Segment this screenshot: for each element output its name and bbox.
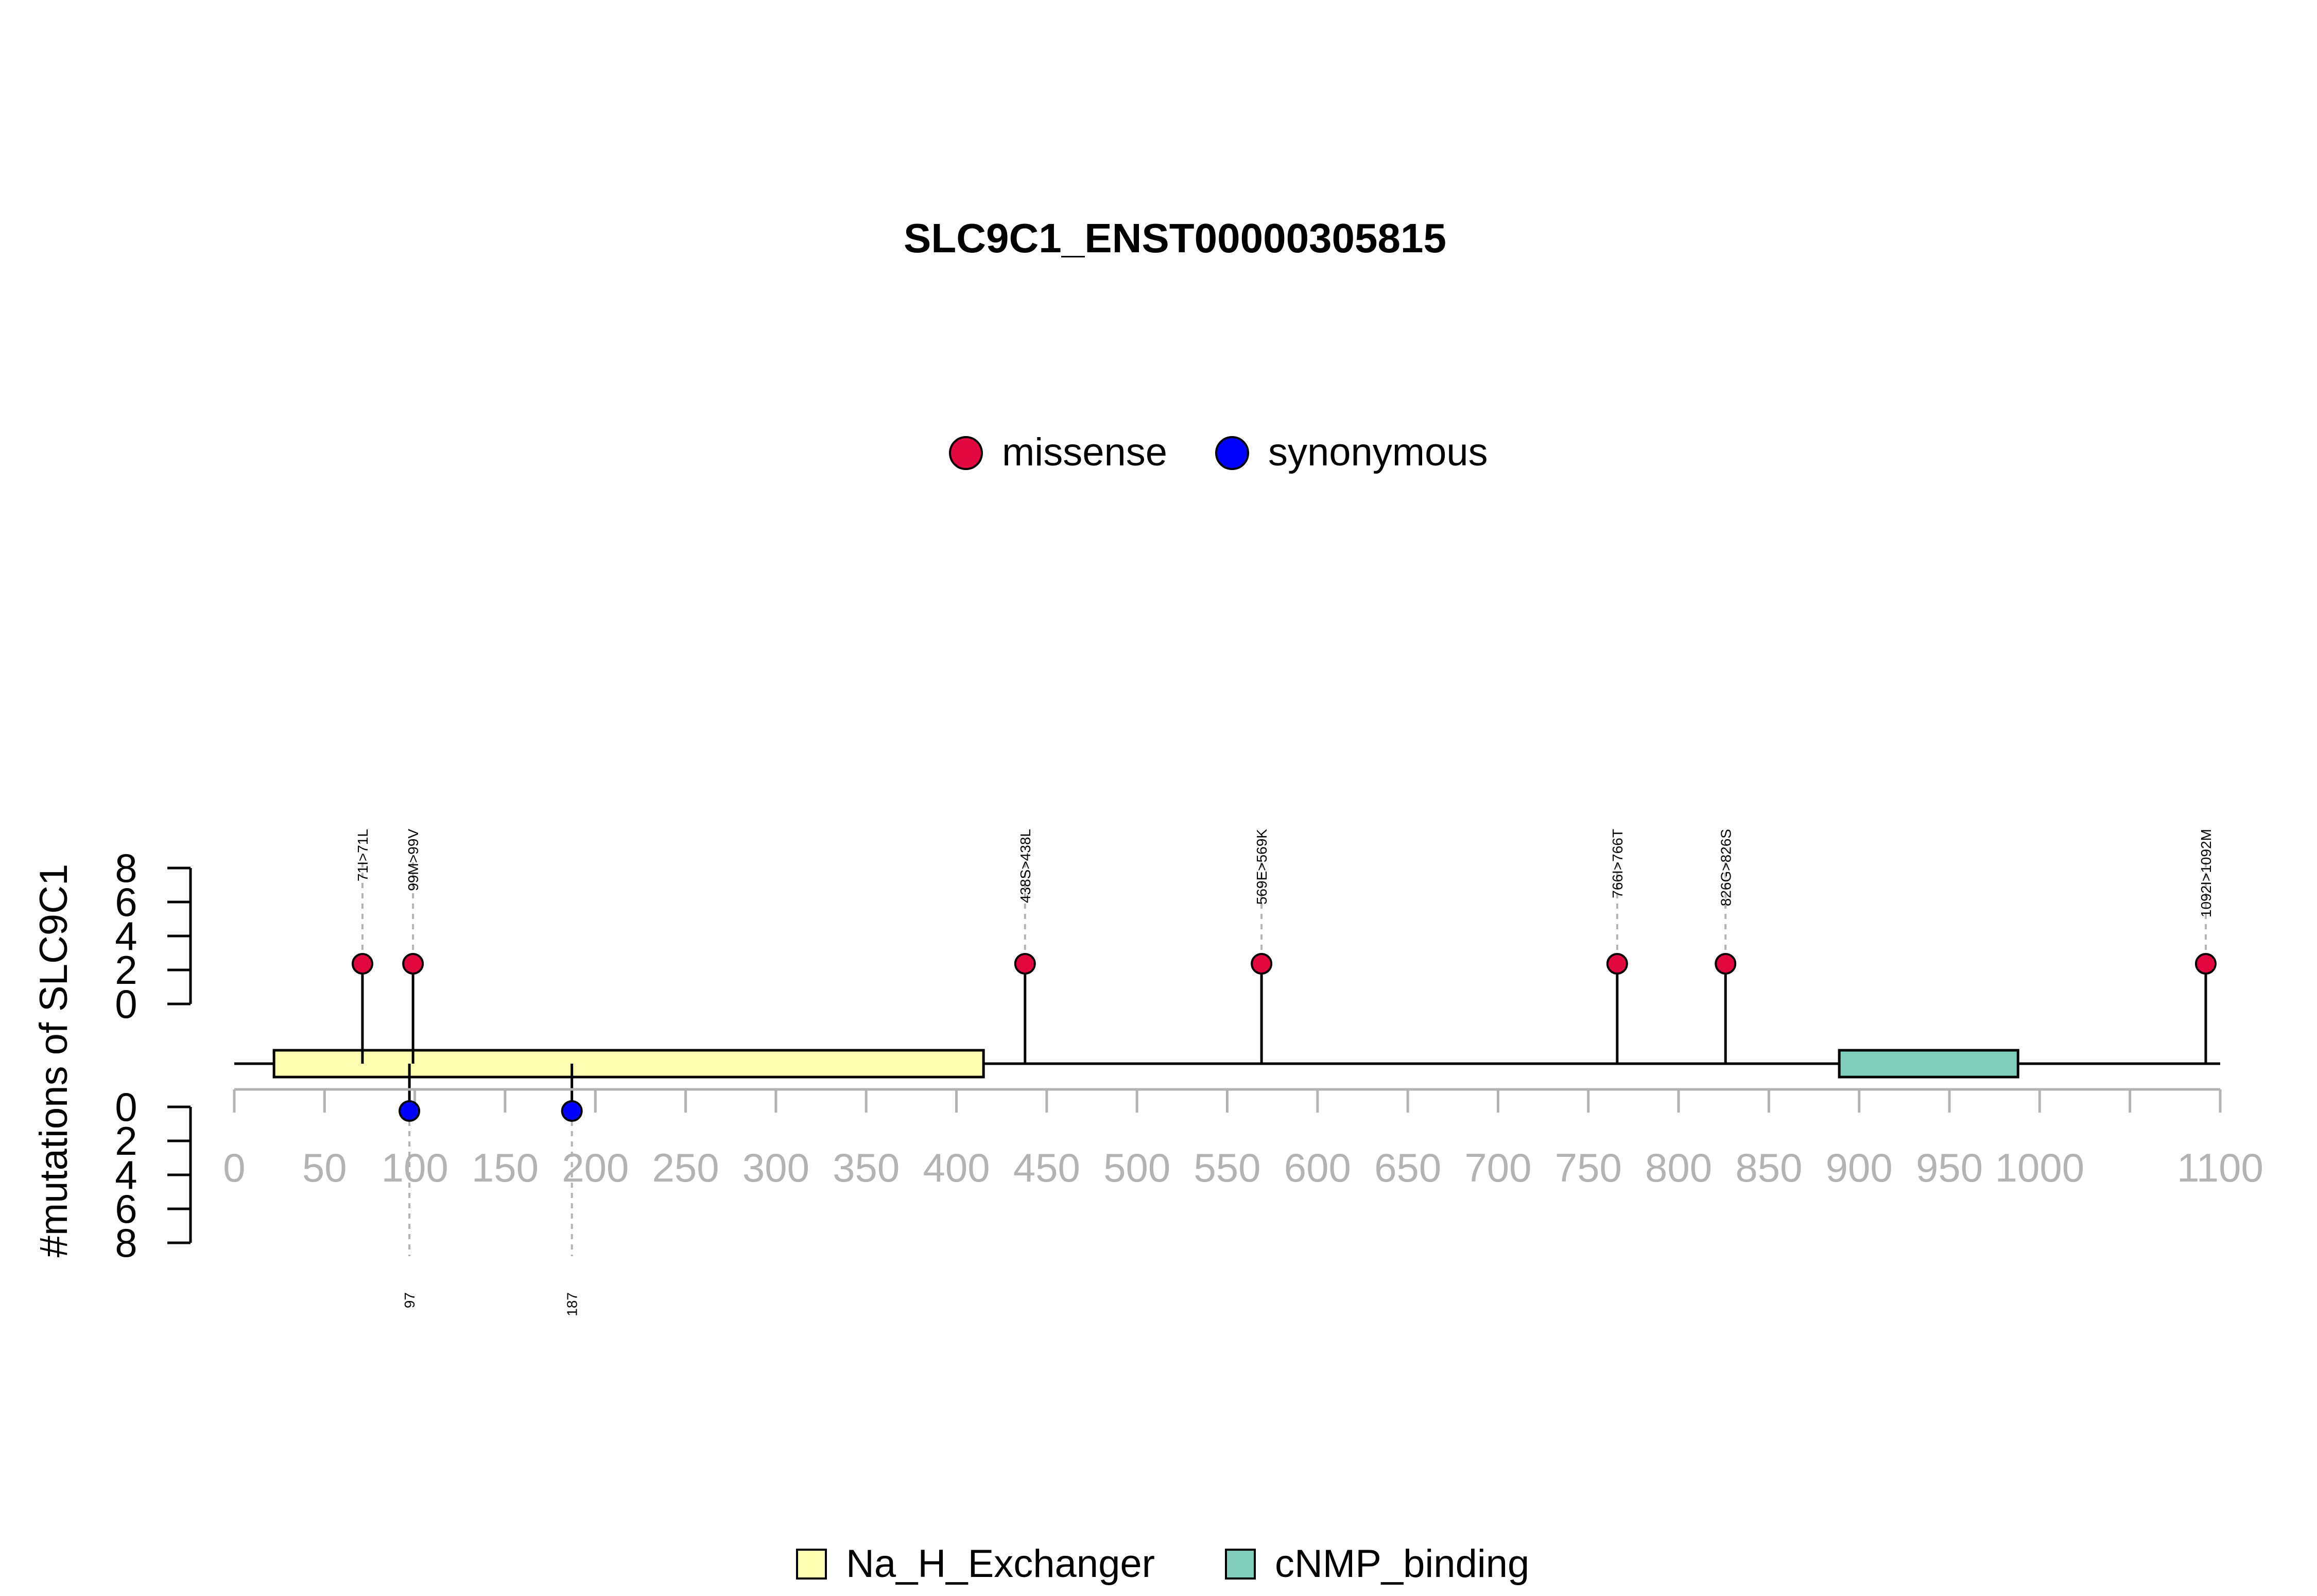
mutation-label-766: 766I>766T — [1610, 829, 1626, 898]
mutation-label-99: 99M>99V — [405, 829, 421, 891]
bottom-y-tick-label: 6 — [115, 1186, 137, 1231]
mutation-labels: 71I>71L 99M>99V 438S>438L 569E>569K 766I>766… — [355, 829, 2214, 1316]
x-tick-label: 400 — [923, 1145, 990, 1190]
mutation-label-97: 97 — [402, 1292, 418, 1308]
chart-title: SLC9C1_ENST00000305815 — [904, 215, 1446, 261]
mutation-label-826: 826G>826S — [1718, 829, 1734, 906]
y-axis-label: #mutations of SLC9C1 — [32, 864, 76, 1258]
mutation-point-766 — [1606, 953, 1628, 975]
mutation-point-99 — [402, 953, 424, 975]
top-y-tick-label: 8 — [115, 845, 137, 891]
top-y-tick-label: 6 — [115, 879, 137, 925]
mutation-point-569 — [1251, 953, 1273, 975]
bottom-y-tick-label: 0 — [115, 1084, 137, 1130]
cNMP_binding-legend-swatch — [1225, 1549, 1256, 1580]
bottom-y-tick-label: 4 — [115, 1152, 137, 1198]
mutation-label-1092: 1092I>1092M — [2198, 829, 2214, 917]
domain-boxes — [272, 1049, 2019, 1079]
mutation-point-71 — [351, 953, 373, 975]
domain-cNMP_binding — [1838, 1049, 2019, 1079]
top-y-tick-label: 2 — [115, 947, 137, 993]
missense-legend-marker — [949, 436, 983, 470]
x-tick-label: 200 — [562, 1145, 629, 1190]
x-tick-label: 150 — [472, 1145, 539, 1190]
x-tick-label: 750 — [1555, 1145, 1622, 1190]
mutation-label-71: 71I>71L — [355, 829, 371, 881]
x-tick-label: 500 — [1103, 1145, 1170, 1190]
x-tick-label: 850 — [1735, 1145, 1802, 1190]
x-tick-label: 350 — [833, 1145, 900, 1190]
bottom-y-tick-label: 2 — [115, 1118, 137, 1164]
x-tick-label: 250 — [652, 1145, 719, 1190]
x-tick-label: 100 — [382, 1145, 448, 1190]
x-tick-label: 600 — [1284, 1145, 1351, 1190]
x-tick-label: 1000 — [1995, 1145, 2085, 1190]
mutation-point-438 — [1014, 953, 1036, 975]
synonymous-legend-label: synonymous — [1268, 430, 1488, 474]
x-tick-label: 450 — [1013, 1145, 1080, 1190]
top-y-tick-label: 0 — [115, 981, 137, 1027]
missense-legend-label: missense — [1002, 430, 1167, 474]
mutation-point-97 — [399, 1100, 421, 1122]
mutation-label-187: 187 — [564, 1292, 580, 1316]
x-tick-label: 900 — [1826, 1145, 1893, 1190]
lollipop-stems — [361, 862, 2207, 1256]
x-tick-label: 800 — [1645, 1145, 1712, 1190]
top-y-tick-label: 4 — [115, 913, 137, 959]
synonymous-legend-marker — [1215, 436, 1249, 470]
mutation-type-legend: missense synonymous — [949, 430, 1488, 474]
x-axis: 0 50 100 150 200 250 300 350 400 450 500 550 600 650 7… — [223, 1088, 2263, 1190]
Na_H_Exchanger-legend-label: Na_H_Exchanger — [846, 1542, 1155, 1586]
x-tick-label: 950 — [1916, 1145, 1983, 1190]
bottom-y-tick-label: 8 — [115, 1220, 137, 1265]
mutation-point-826 — [1715, 953, 1737, 975]
Na_H_Exchanger-legend-swatch — [796, 1549, 827, 1580]
x-tick-label: 550 — [1194, 1145, 1260, 1190]
domain-Na_H_Exchanger — [272, 1049, 985, 1079]
mutation-point-187 — [561, 1100, 583, 1122]
x-tick-label: 50 — [302, 1145, 347, 1190]
mutation-label-438: 438S>438L — [1017, 829, 1033, 903]
mutation-label-569: 569E>569K — [1254, 829, 1270, 905]
x-tick-label: 650 — [1374, 1145, 1441, 1190]
mutation-points — [351, 953, 2217, 1122]
x-tick-label: 700 — [1464, 1145, 1531, 1190]
domain-legend: Na_H_Exchanger cNMP_binding — [796, 1542, 1529, 1586]
x-tick-label: 1100 — [2177, 1145, 2263, 1190]
x-tick-label: 300 — [742, 1145, 809, 1190]
x-tick-label: 0 — [223, 1145, 245, 1190]
cNMP_binding-legend-label: cNMP_binding — [1275, 1542, 1529, 1586]
mutation-point-1092 — [2194, 953, 2217, 975]
